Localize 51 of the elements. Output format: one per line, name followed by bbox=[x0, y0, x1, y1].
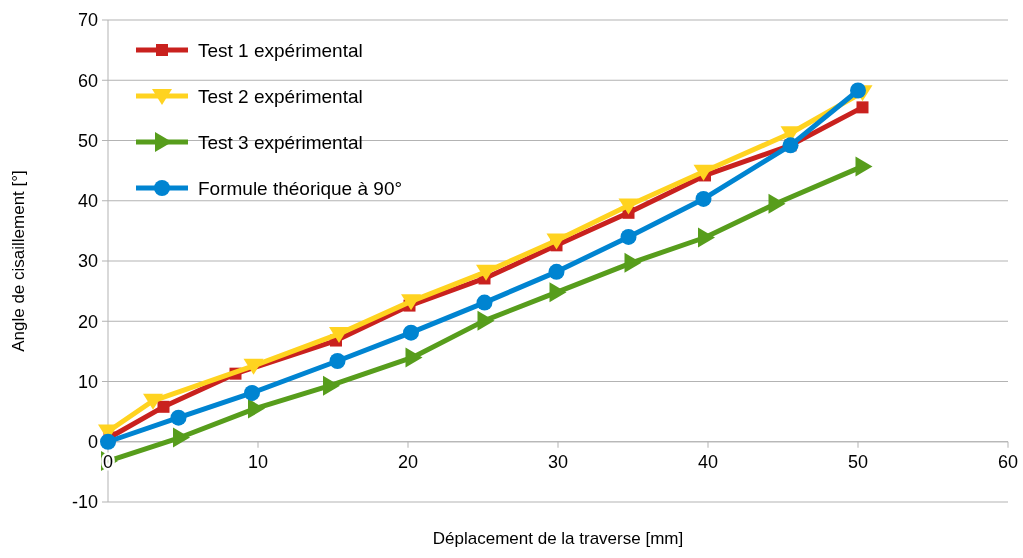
point bbox=[695, 190, 712, 207]
y-axis-title: Angle de cisaillement [°] bbox=[9, 170, 28, 352]
x-tick-label: 30 bbox=[547, 451, 569, 472]
y-tick-label: 60 bbox=[77, 70, 98, 91]
x-tick-label: 10 bbox=[247, 451, 269, 472]
point bbox=[329, 326, 349, 343]
point bbox=[546, 233, 567, 250]
x-tick-label: 60 bbox=[997, 451, 1019, 472]
legend-label: Test 3 expérimental bbox=[198, 131, 363, 153]
point bbox=[323, 375, 340, 396]
y-tick-label: 20 bbox=[77, 311, 98, 332]
point bbox=[850, 82, 866, 99]
point bbox=[549, 282, 567, 303]
point bbox=[476, 294, 493, 311]
point bbox=[693, 164, 714, 181]
point bbox=[248, 398, 265, 419]
point bbox=[768, 193, 786, 214]
x-tick-label: 0 bbox=[102, 451, 114, 472]
point bbox=[170, 409, 187, 426]
point bbox=[548, 263, 565, 280]
y-tick-label: 0 bbox=[87, 432, 98, 453]
point bbox=[329, 353, 346, 370]
point bbox=[243, 358, 264, 375]
x-tick-label: 20 bbox=[397, 451, 419, 472]
point bbox=[403, 324, 419, 341]
point bbox=[173, 427, 190, 448]
x-tick-label: 50 bbox=[847, 451, 869, 472]
point bbox=[856, 101, 869, 114]
point bbox=[157, 400, 170, 413]
point bbox=[620, 228, 637, 245]
point bbox=[244, 384, 260, 401]
y-tick-label: 10 bbox=[77, 371, 98, 392]
point bbox=[476, 264, 496, 281]
x-tick-label: 40 bbox=[697, 451, 719, 472]
point bbox=[143, 393, 163, 410]
point bbox=[405, 347, 423, 368]
y-tick-label: 50 bbox=[77, 130, 98, 151]
point bbox=[477, 310, 495, 331]
legend-label: Formule théorique à 90° bbox=[198, 177, 403, 199]
legend-label: Test 1 expérimental bbox=[198, 39, 363, 61]
y-tick-label: 70 bbox=[77, 10, 98, 31]
y-tick-label: -10 bbox=[71, 492, 98, 513]
y-tick-label: 30 bbox=[77, 251, 98, 272]
x-axis-title: Déplacement de la traverse [mm] bbox=[432, 529, 684, 548]
y-tick-label: 40 bbox=[77, 191, 98, 212]
point bbox=[624, 252, 642, 273]
point bbox=[618, 198, 639, 215]
point bbox=[855, 156, 873, 177]
point bbox=[401, 294, 421, 311]
point bbox=[698, 227, 715, 248]
legend-label: Test 2 expérimental bbox=[198, 85, 363, 107]
